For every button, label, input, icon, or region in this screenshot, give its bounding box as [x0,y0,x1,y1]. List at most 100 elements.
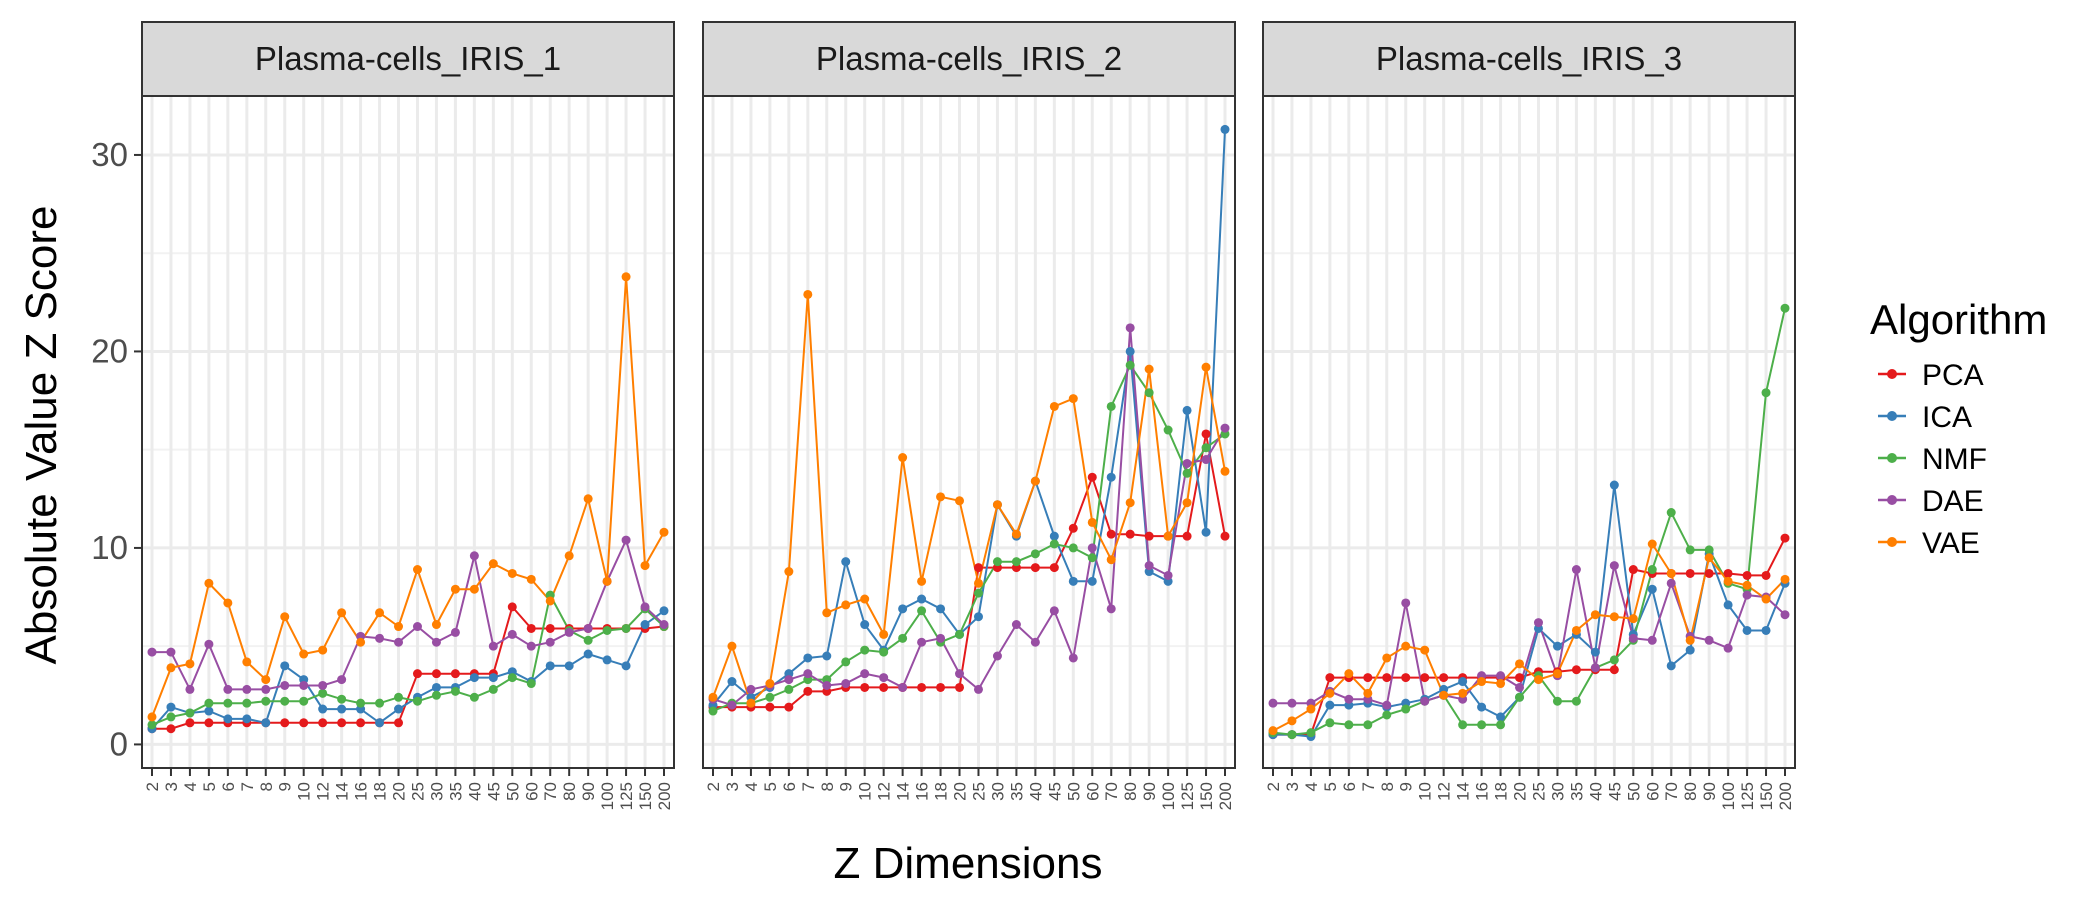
x-tick-label: 4 [742,782,761,791]
x-tick-label: 7 [799,782,818,791]
x-tick-label: 25 [969,782,988,801]
y-tick-label: 0 [110,725,128,762]
data-point-pca [917,682,927,692]
panel-border [1262,95,1796,769]
data-point-dae [803,669,813,679]
data-point-nmf [1780,303,1790,313]
data-point-ica [318,704,328,714]
data-point-nmf [765,692,775,702]
x-tick-label: 3 [723,782,742,791]
data-point-ica [583,649,593,659]
data-point-ica [564,661,574,671]
legend-title: Algorithm [1870,296,2047,343]
data-point-ica [602,655,612,665]
data-point-vae [507,568,517,578]
data-point-dae [1125,323,1135,333]
data-point-ica [261,718,271,728]
x-tick-label: 25 [408,782,427,801]
data-point-ica [727,677,737,687]
data-point-nmf [1125,360,1135,370]
legend-entry-ica: ICA [1878,401,1972,434]
data-point-nmf [784,684,794,694]
data-point-dae [841,679,851,689]
data-point-vae [1325,688,1335,698]
data-point-dae [1011,620,1021,630]
x-tick-label: 16 [1473,782,1492,801]
data-point-pca [1780,533,1790,543]
x-tick-label: 35 [1567,782,1586,801]
legend-label: ICA [1922,401,1972,434]
x-tick-label: 6 [780,782,799,791]
x-tick-label: 35 [446,782,465,801]
x-tick-label: 200 [1776,782,1795,810]
x-tick-label: 90 [1140,782,1159,801]
data-point-vae [375,608,385,618]
data-point-vae [1685,635,1695,645]
data-point-dae [394,637,404,647]
data-point-nmf [1515,692,1525,702]
data-point-dae [727,700,737,710]
data-point-ica [1325,700,1335,710]
data-point-pca [1087,472,1097,482]
data-point-nmf [1552,696,1562,706]
series-line-pca [713,433,1226,709]
data-point-dae [822,680,832,690]
x-tick-label: 20 [390,782,409,801]
chart-panels: Plasma-cells_IRIS_12 3 4 5 6 7 8 9 10 12 14 16 18 20 2… [91,21,1796,810]
data-point-vae [261,675,271,685]
data-point-dae [1647,635,1657,645]
data-point-pca [412,669,422,679]
x-tick-label: 30 [988,782,1007,801]
x-tick-label: 4 [1302,782,1321,791]
x-tick-label: 150 [1197,782,1216,810]
data-point-nmf [166,712,176,722]
data-point-pca [1515,673,1525,683]
series-line-dae [712,327,1226,707]
data-point-ica [394,704,404,714]
data-point-ica [375,718,385,728]
data-point-ica [803,653,813,663]
x-tick-label: 16 [913,782,932,801]
plot-background [1263,96,1795,768]
x-tick-label: 18 [932,782,951,801]
data-point-vae [299,649,309,659]
data-point-dae [488,641,498,651]
data-point-nmf [1496,720,1506,730]
data-point-ica [242,714,252,724]
data-point-nmf [1087,553,1097,563]
data-point-dae [746,684,756,694]
x-tick-label: 45 [1045,782,1064,801]
data-point-pca [1704,568,1714,578]
data-point-nmf [1201,443,1211,453]
x-tick-label: 12 [875,782,894,801]
data-point-vae [936,492,946,502]
data-point-pca [431,669,441,679]
data-point-dae [1220,423,1230,433]
data-point-vae [1306,704,1316,714]
data-point-ica [1106,472,1116,482]
data-point-ica [1666,661,1676,671]
data-point-pca [1030,563,1040,573]
data-point-pca [1571,665,1581,675]
data-point-vae [488,559,498,569]
x-tick-label: 60 [1083,782,1102,801]
data-point-nmf [1325,718,1335,728]
x-tick-label: 80 [560,782,579,801]
data-point-nmf [1477,720,1487,730]
series-line-vae [151,276,665,718]
x-tick-label: 2 [704,782,723,791]
data-point-ica [1201,527,1211,537]
data-point-vae [469,584,479,594]
data-point-vae [1011,529,1021,539]
x-tick-label: 50 [503,782,522,801]
data-point-vae [564,551,574,561]
data-point-vae [727,641,737,651]
data-point-nmf [1163,425,1173,435]
series-line-dae [1273,565,1786,707]
data-point-vae [242,657,252,667]
x-tick-label: 5 [761,782,780,791]
data-point-pca [860,682,870,692]
data-point-pca [394,718,404,728]
data-point-dae [564,627,574,637]
